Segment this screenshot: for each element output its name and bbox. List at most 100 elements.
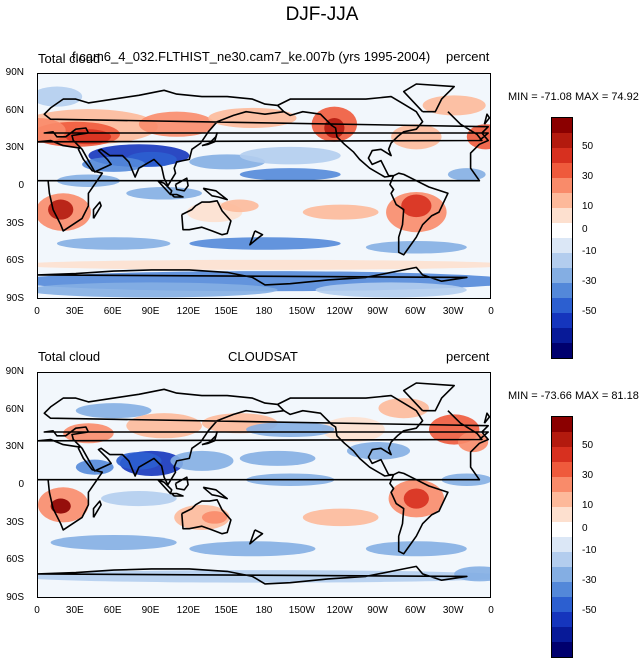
- cloud-anomaly-region: [138, 111, 215, 137]
- cloud-anomaly-region: [189, 237, 341, 250]
- panel2-lat-tick: 60S: [6, 554, 24, 566]
- cloud-anomaly-region: [50, 534, 177, 551]
- colorbar-swatch: [552, 343, 572, 358]
- coastline: [38, 388, 489, 531]
- panel1-colorbar-label: 10: [582, 201, 594, 212]
- panel1-lat-tick: 30N: [5, 142, 24, 154]
- panel2-colorbar-label: 0: [582, 522, 588, 534]
- colorbar-swatch: [552, 462, 572, 477]
- cloud-anomaly-region: [38, 570, 490, 583]
- colorbar-swatch: [552, 552, 572, 567]
- colorbar-swatch: [552, 522, 572, 537]
- panel2-map: [37, 372, 491, 598]
- coastline: [174, 177, 189, 192]
- colorbar-swatch: [552, 612, 572, 627]
- coastline: [202, 486, 228, 500]
- panel2-lon-tick: 30E: [65, 605, 84, 616]
- colorbar-swatch: [552, 567, 572, 582]
- colorbar-swatch: [552, 642, 572, 657]
- colorbar-swatch: [552, 133, 572, 148]
- cloud-anomaly-region: [38, 259, 490, 270]
- coastline: [483, 412, 490, 424]
- colorbar-swatch: [552, 148, 572, 163]
- panel1-lon-tick: 0: [488, 306, 494, 317]
- cloud-anomaly-region: [38, 282, 278, 298]
- cloud-anomaly-region: [126, 187, 202, 200]
- colorbar-swatch: [552, 238, 572, 253]
- coastline: [38, 89, 489, 232]
- panel2-lon-tick: 0: [488, 605, 494, 616]
- cloud-anomaly-region: [365, 541, 467, 557]
- figure-title: DJF-JJA: [285, 4, 359, 25]
- colorbar-swatch: [552, 417, 572, 432]
- panel2-center-label: CLOUDSAT: [228, 349, 298, 364]
- panel1-colorbar-label: -50: [582, 306, 597, 317]
- panel2-lat-tick: 60N: [5, 403, 24, 415]
- panel1-right-label: percent: [446, 49, 490, 64]
- panel2-lon-tick: 120E: [176, 605, 200, 616]
- panel1-lon-tick: 90E: [141, 306, 160, 317]
- colorbar-swatch: [552, 118, 572, 133]
- colorbar-swatch: [552, 298, 572, 313]
- cloud-anomaly-region: [82, 156, 146, 172]
- panel1-lon-tick: 60E: [103, 306, 122, 317]
- panel2-lon-tick: 0: [34, 605, 40, 616]
- colorbar-swatch: [552, 477, 572, 492]
- panel1-lon-tick: 60W: [405, 306, 426, 317]
- panel2-colorbar-label: 10: [582, 500, 594, 511]
- coastline: [38, 565, 468, 585]
- panel1-lon-tick: 150E: [214, 306, 238, 317]
- panel1-left-label: Total cloud: [38, 51, 101, 66]
- cloud-anomaly-region: [116, 452, 162, 470]
- cloud-anomaly-region: [38, 86, 83, 107]
- panel1-lon-tick: 90W: [367, 306, 388, 317]
- panel2-lon-tick: 150E: [214, 605, 238, 616]
- coastline: [181, 200, 232, 236]
- panel2-colorbar-label: -50: [582, 605, 597, 616]
- coastline: [157, 478, 173, 495]
- panel1-lat-tick: 90S: [6, 293, 24, 304]
- colorbar-swatch: [552, 208, 572, 223]
- coastline: [174, 476, 189, 491]
- panel1-lat-tick: 60S: [6, 255, 24, 267]
- cloud-anomaly-region: [401, 194, 432, 218]
- panel2-lat-tick: 30N: [5, 441, 24, 453]
- colorbar-swatch: [552, 163, 572, 178]
- colorbar-swatch: [552, 582, 572, 597]
- cloud-anomaly-region: [170, 450, 234, 471]
- coastline: [277, 95, 449, 256]
- panel1-lon-tick: 30W: [442, 306, 464, 317]
- panel1-lon-tick: 180: [255, 306, 273, 317]
- panel1-colorbar-label: -30: [582, 276, 597, 287]
- panel2-right-label: percent: [446, 349, 490, 364]
- coastline: [402, 83, 455, 113]
- panel2-colorbar-label: -30: [582, 575, 597, 586]
- cloud-anomaly-region: [447, 168, 486, 181]
- colorbar-swatch: [552, 328, 572, 343]
- panel2-lat-tick: 90N: [5, 366, 24, 377]
- panel1-lon-tick: 150W: [288, 306, 315, 317]
- coastline: [170, 492, 184, 497]
- panel1-lat-tick: 90N: [5, 67, 24, 78]
- cloud-anomaly-region: [315, 282, 467, 298]
- coastline: [483, 113, 490, 125]
- cloud-anomaly-region: [126, 413, 202, 439]
- coastline: [249, 230, 264, 246]
- panel1-lon-tick: 120E: [176, 306, 200, 317]
- coastline: [92, 500, 102, 518]
- coastline: [92, 201, 102, 219]
- panel2-lon-tick: 30W: [442, 605, 464, 616]
- cloud-anomaly-region: [378, 398, 429, 419]
- panel2-colorbar: [551, 416, 573, 658]
- panel2-lat-tick: 30S: [6, 516, 24, 528]
- cloud-anomaly-region: [239, 146, 341, 165]
- panel1-center-label: f.cam6_4_032.FLTHIST_ne30.cam7_ke.007b (…: [72, 49, 431, 64]
- cloud-anomaly-region: [48, 199, 74, 220]
- cloud-anomaly-region: [246, 421, 335, 438]
- panel2-lat-tick: 90S: [6, 592, 24, 603]
- panel1-lat-tick: 0: [18, 180, 24, 191]
- panel2-minmax: MIN = -73.66 MAX = 81.18: [508, 390, 639, 402]
- panel1-colorbar: [551, 117, 573, 359]
- coastline: [170, 193, 184, 198]
- panel2-colorbar-label: 50: [582, 440, 594, 451]
